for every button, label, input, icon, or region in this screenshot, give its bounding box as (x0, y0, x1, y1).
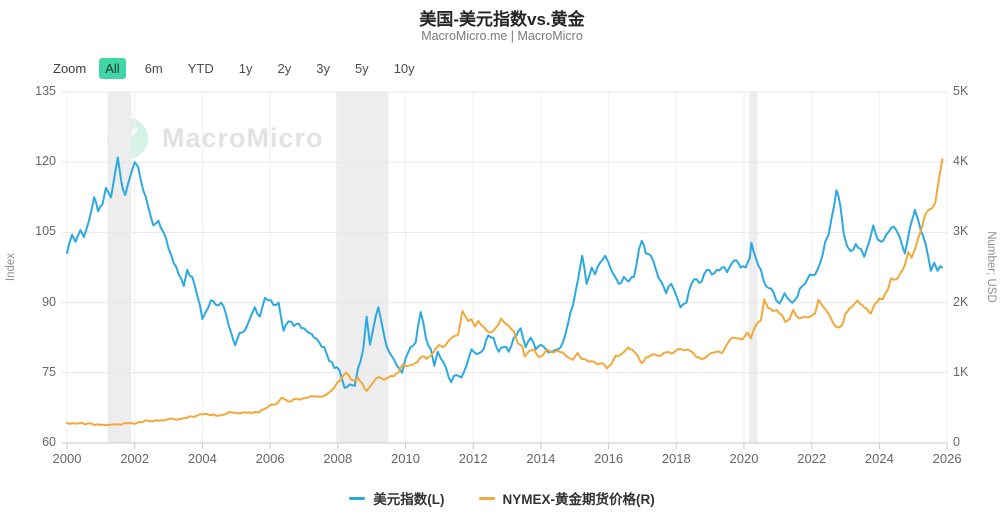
recession-band (107, 92, 132, 443)
legend-marker (349, 496, 366, 500)
x-axis-label: 2004 (187, 451, 217, 466)
series-line-dollar-index (66, 156, 943, 389)
legend-item-gold-futures[interactable]: NYMEX-黄金期货价格(R) (478, 488, 655, 508)
chart-legend: 美元指数(L) NYMEX-黄金期货价格(R) (0, 488, 1004, 508)
right-axis-label: 2K (953, 294, 969, 309)
x-axis-label: 2022 (797, 451, 827, 466)
x-axis-label: 2016 (594, 451, 624, 466)
left-axis-label: 75 (42, 364, 56, 379)
x-axis-label: 2018 (661, 451, 691, 466)
range-button-6m[interactable]: 6m (144, 61, 163, 76)
x-axis-label: 2000 (52, 451, 82, 466)
right-axis-label: 1K (953, 364, 969, 379)
left-axis-label: 120 (35, 154, 56, 169)
page-title: 美国-美元指数vs.黄金 (419, 10, 585, 29)
range-button-2y[interactable]: 2y (277, 61, 292, 76)
recession-band (749, 92, 758, 443)
x-axis-label: 2026 (932, 451, 962, 466)
x-axis-label: 2006 (255, 451, 285, 466)
right-axis-title: Number; USD (985, 231, 997, 303)
range-button-5y[interactable]: 5y (354, 61, 369, 76)
zoom-toolbar: Zoom All 6m YTD 1y 2y 3y 5y 10y (53, 58, 421, 79)
legend-label: 美元指数(L) (373, 492, 445, 507)
legend-item-dollar-index[interactable]: 美元指数(L) (349, 488, 445, 508)
range-button-3y[interactable]: 3y (316, 61, 330, 76)
recession-band (336, 92, 389, 443)
left-axis-label: 135 (35, 84, 56, 98)
right-axis-label: 3K (953, 224, 969, 239)
x-axis-label: 2012 (458, 451, 488, 466)
left-axis-label: 90 (42, 294, 56, 309)
right-axis-label: 4K (953, 154, 969, 169)
series-line-gold-futures (66, 158, 944, 427)
range-button-1y[interactable]: 1y (238, 61, 253, 76)
range-button-all[interactable]: All (99, 58, 126, 79)
left-axis-label: 60 (42, 435, 56, 449)
range-button-group: All 6m YTD 1y 2y 3y 5y 10y (99, 58, 420, 79)
page-subtitle: MacroMicro.me | MacroMicro (421, 29, 583, 43)
range-button-10y[interactable]: 10y (393, 61, 415, 76)
left-axis-label: 105 (35, 224, 56, 239)
x-axis-label: 2020 (729, 451, 759, 466)
range-button-ytd[interactable]: YTD (187, 61, 214, 76)
legend-label: NYMEX-黄金期货价格(R) (502, 492, 655, 507)
x-axis-label: 2002 (120, 451, 150, 466)
right-axis-label: 0 (953, 435, 960, 449)
x-axis-label: 2008 (323, 451, 353, 466)
x-axis-label: 2014 (526, 451, 556, 466)
left-axis-title: Index (5, 252, 17, 282)
legend-marker (478, 496, 495, 500)
watermark-text: MacroMicro (162, 123, 324, 153)
right-axis-label: 5K (953, 84, 969, 98)
x-axis-label: 2010 (391, 451, 420, 466)
x-axis-label: 2024 (864, 451, 894, 466)
zoom-label: Zoom (53, 61, 87, 76)
